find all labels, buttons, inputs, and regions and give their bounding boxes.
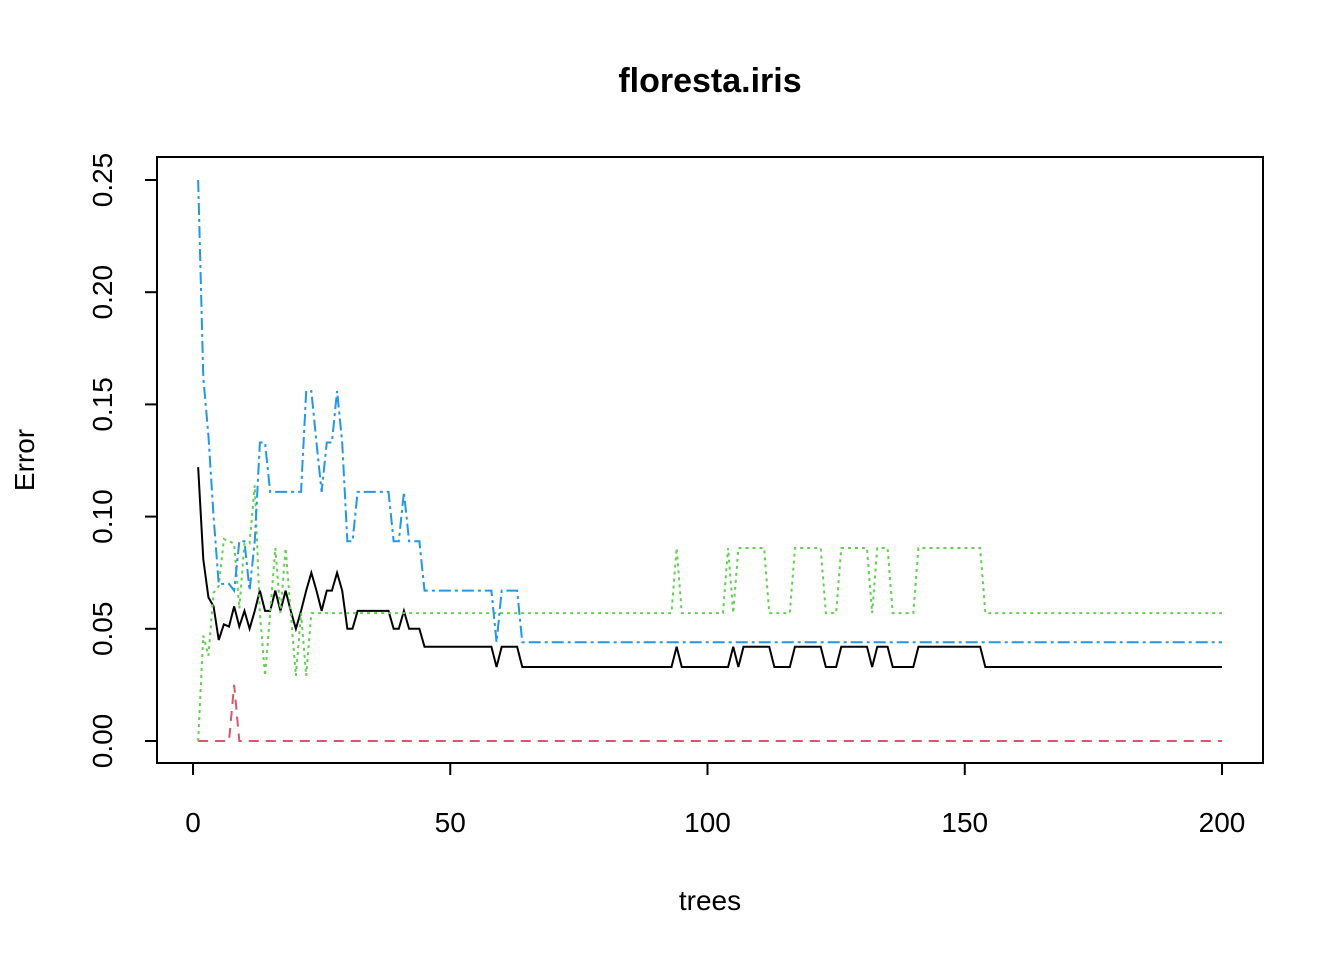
plot-frame [156,156,1264,764]
x-axis: 0 50 100 150 200 [185,762,1246,838]
y-axis: 0.00 0.05 0.10 0.15 0.20 0.25 [87,153,158,769]
x-tick-label: 0 [185,807,201,838]
series-group [197,179,1222,742]
y-tick-label: 0.10 [87,489,118,544]
x-tick-label: 50 [435,807,466,838]
y-tick-label: 0.25 [87,153,118,208]
x-tick-label: 200 [1199,807,1246,838]
series-line-2 [198,684,1222,742]
series-line-4 [197,179,1222,644]
y-axis-label: Error [9,429,40,491]
x-tick-label: 150 [941,807,988,838]
y-tick-label: 0.00 [87,714,118,769]
series-line-3 [197,485,1222,742]
x-axis-label: trees [679,885,741,916]
y-tick-label: 0.20 [87,265,118,320]
y-tick-label: 0.05 [87,602,118,657]
x-tick-label: 100 [684,807,731,838]
series-line-1 [197,467,1222,668]
chart-title: floresta.iris [618,62,801,100]
y-tick-label: 0.15 [87,377,118,432]
